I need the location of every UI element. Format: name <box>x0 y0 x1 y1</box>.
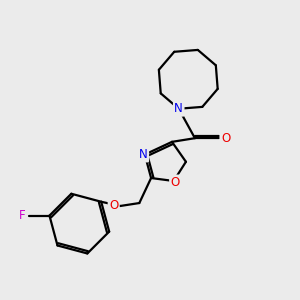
Text: O: O <box>221 132 230 145</box>
Text: N: N <box>174 102 183 115</box>
Text: O: O <box>109 200 118 212</box>
Text: F: F <box>19 209 26 222</box>
Text: O: O <box>170 176 180 189</box>
Text: N: N <box>139 148 148 161</box>
